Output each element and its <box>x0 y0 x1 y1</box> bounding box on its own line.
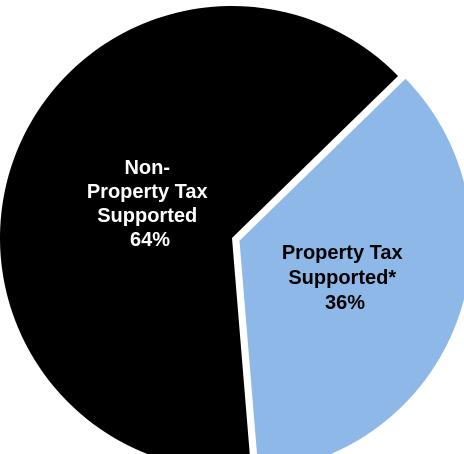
svg-text:Property Tax Supported*: Property Tax Supported* 36% <box>282 242 408 314</box>
label-line: Supported <box>97 205 197 227</box>
slice-label-property-tax: Property Tax Supported* 36% <box>282 242 408 314</box>
pie-slice-property-tax <box>239 78 464 454</box>
label-line: Non- <box>124 157 170 179</box>
label-line: Property Tax <box>282 242 403 264</box>
svg-text:Non- Property Tax: Non- Property Tax Supported 64% <box>87 157 213 251</box>
slice-value-label: 36% <box>325 292 365 314</box>
slice-value-label: 64% <box>130 229 170 251</box>
label-line: Property Tax <box>87 181 208 203</box>
label-line: Supported* <box>288 267 396 289</box>
pie-slice-non-property-tax <box>0 6 399 454</box>
slice-label-non-property-tax: Non- Property Tax Supported 64% <box>87 157 213 251</box>
